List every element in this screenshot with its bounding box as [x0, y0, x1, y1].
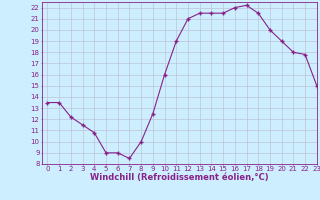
X-axis label: Windchill (Refroidissement éolien,°C): Windchill (Refroidissement éolien,°C) — [90, 173, 268, 182]
